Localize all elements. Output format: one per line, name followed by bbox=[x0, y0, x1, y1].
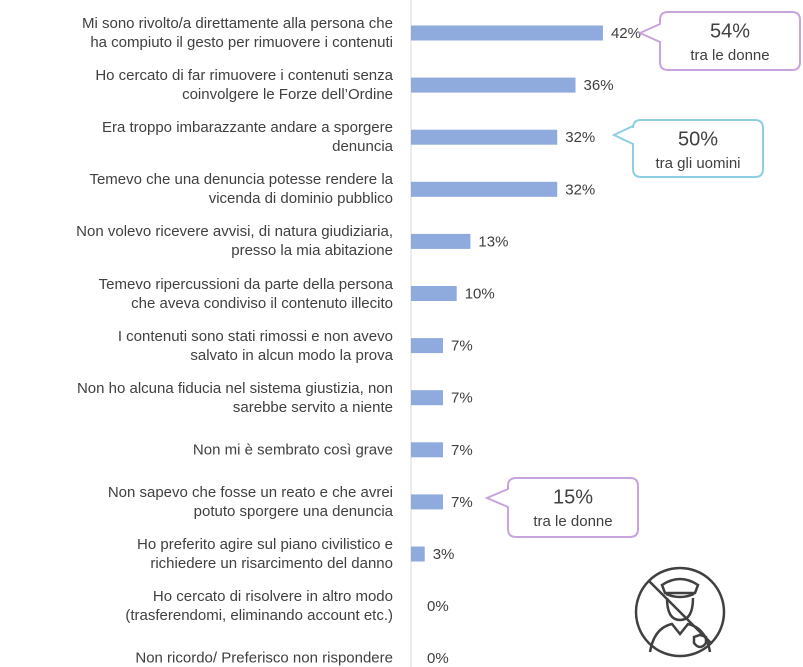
bar bbox=[411, 233, 471, 249]
callout-value: 15% bbox=[553, 486, 593, 508]
value-label: 32% bbox=[565, 129, 595, 146]
bar bbox=[411, 181, 558, 197]
police-icon bbox=[634, 566, 726, 658]
bar bbox=[411, 77, 576, 93]
category-label: I contenuti sono stati rimossi e non ave… bbox=[117, 327, 393, 364]
bar bbox=[411, 442, 443, 458]
value-label: 7% bbox=[451, 390, 473, 407]
category-label: Non ricordo/ Preferisco non rispondere bbox=[135, 649, 393, 667]
value-label: 7% bbox=[451, 338, 473, 355]
category-label: Ho cercato di far rimuovere i contenuti … bbox=[95, 67, 393, 104]
callout-text: tra le donne bbox=[690, 47, 769, 64]
category-label: Temevo che una denuncia potesse rendere … bbox=[89, 171, 393, 208]
bar bbox=[411, 286, 457, 301]
callout-box bbox=[484, 477, 639, 538]
callout: 54% tra le donne bbox=[637, 11, 801, 71]
category-label: Ho cercato di risolvere in altro modo (t… bbox=[125, 588, 393, 625]
category-label: Temevo ripercussioni da parte della pers… bbox=[98, 275, 393, 312]
bar bbox=[411, 25, 603, 41]
callout-value: 54% bbox=[710, 20, 750, 42]
category-label: Non sapevo che fosse un reato e che avre… bbox=[107, 483, 393, 520]
value-label: 0% bbox=[427, 598, 449, 615]
value-label: 13% bbox=[478, 233, 508, 250]
bar bbox=[411, 338, 443, 354]
value-label: 0% bbox=[427, 650, 449, 667]
callout-value: 50% bbox=[678, 128, 718, 150]
value-label: 7% bbox=[451, 494, 473, 511]
value-label: 7% bbox=[451, 442, 473, 459]
category-label: Ho preferito agire sul piano civilistico… bbox=[137, 536, 393, 572]
value-label: 32% bbox=[565, 181, 595, 198]
value-label: 42% bbox=[611, 25, 641, 42]
callout-box bbox=[637, 11, 801, 71]
value-label: 10% bbox=[465, 285, 495, 302]
category-label: Non mi è sembrato così grave bbox=[192, 441, 393, 459]
value-label: 3% bbox=[433, 546, 455, 563]
bar bbox=[411, 390, 443, 406]
bar bbox=[411, 494, 443, 510]
callout-text: tra le donne bbox=[533, 513, 612, 530]
category-label: Non volevo ricevere avvisi, di natura gi… bbox=[76, 223, 393, 260]
category-label: Era troppo imbarazzante andare a sporger… bbox=[101, 119, 393, 156]
category-label: Non ho alcuna fiducia nel sistema giusti… bbox=[76, 379, 393, 416]
value-label: 36% bbox=[584, 77, 614, 94]
callout: 15% tra le donne bbox=[484, 477, 639, 538]
category-label: Mi sono rivolto/a direttamente alla pers… bbox=[81, 15, 393, 51]
callout-text: tra gli uomini bbox=[655, 155, 740, 172]
bar bbox=[411, 129, 558, 145]
callout-box bbox=[611, 119, 764, 178]
bar bbox=[411, 546, 425, 562]
callout: 50% tra gli uomini bbox=[611, 119, 764, 178]
